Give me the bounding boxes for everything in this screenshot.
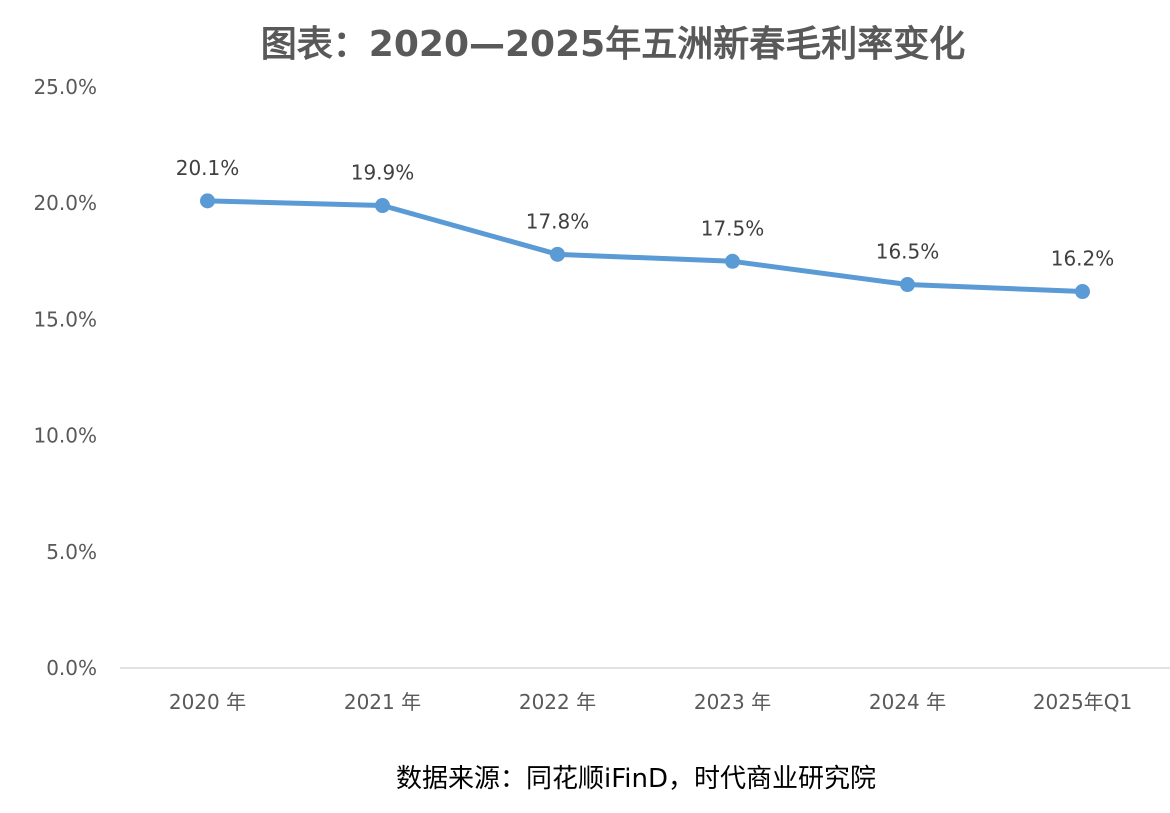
- data-point: [375, 198, 390, 214]
- x-tick-label: 2024 年: [869, 690, 946, 714]
- data-label: 19.9%: [351, 161, 415, 185]
- y-tick-label: 10.0%: [33, 424, 97, 448]
- chart-title: 图表：2020—2025年五洲新春毛利率变化: [261, 23, 965, 65]
- data-label: 17.8%: [526, 209, 590, 233]
- x-tick-label: 2023 年: [694, 690, 771, 714]
- y-tick-label: 0.0%: [46, 656, 97, 680]
- x-tick-label: 2021 年: [344, 690, 421, 714]
- data-label: 16.5%: [876, 240, 940, 264]
- series-group: 20.1% 19.9% 17.8% 17.5% 16.5% 16.2%: [176, 156, 1115, 300]
- y-axis: 0.0% 5.0% 10.0% 15.0% 20.0% 25.0%: [33, 75, 97, 680]
- data-point: [900, 277, 915, 293]
- source-note: 数据来源：同花顺iFinD，时代商业研究院: [396, 764, 876, 794]
- data-label: 16.2%: [1051, 247, 1115, 271]
- y-tick-label: 5.0%: [46, 540, 97, 564]
- data-point: [200, 193, 215, 209]
- x-tick-label: 2025年Q1: [1033, 690, 1132, 714]
- data-point: [550, 246, 565, 262]
- data-point: [725, 253, 740, 269]
- data-label: 20.1%: [176, 156, 240, 180]
- y-tick-label: 20.0%: [33, 191, 97, 215]
- x-axis: 2020 年 2021 年 2022 年 2023 年 2024 年 2025年Q1: [169, 690, 1132, 714]
- x-tick-label: 2020 年: [169, 690, 246, 714]
- data-label: 17.5%: [701, 216, 765, 240]
- y-tick-label: 25.0%: [33, 75, 97, 99]
- y-tick-label: 15.0%: [33, 307, 97, 331]
- x-tick-label: 2022 年: [519, 690, 596, 714]
- series-line: [205, 198, 1085, 295]
- data-point: [1075, 284, 1090, 300]
